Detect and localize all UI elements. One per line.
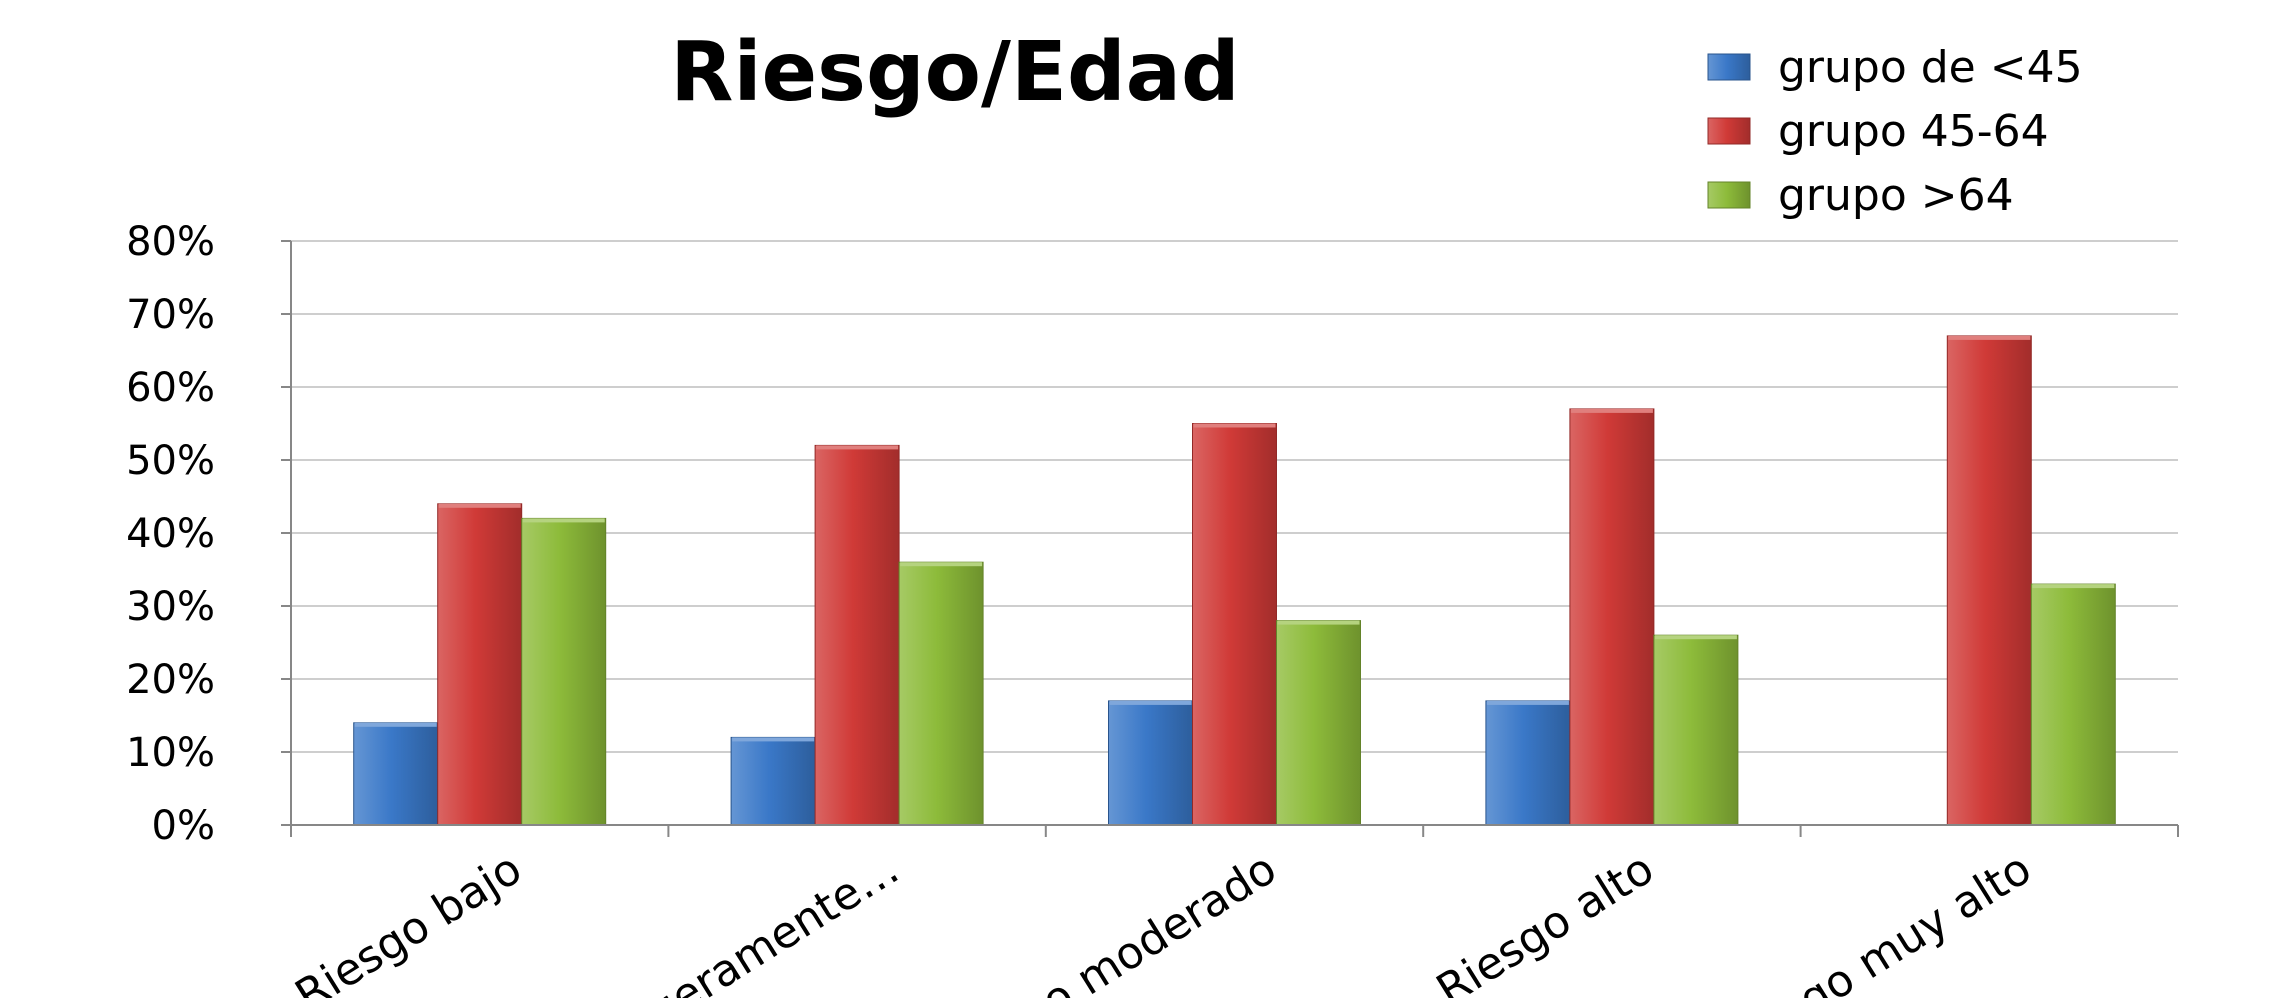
bar-highlight [522,518,605,523]
legend-label: grupo de <45 [1778,42,2083,93]
bar-series-3-category-2 [898,561,984,826]
bar-series-1-category-3 [1108,700,1193,826]
y-tick-label: 80% [126,219,215,265]
bar-series-2-category-3 [1192,423,1277,826]
bar-series-3-category-5 [2030,583,2116,826]
y-tick-label: 10% [126,730,215,776]
bar-series-1-category-4 [1485,700,1571,826]
legend-label: grupo 45-64 [1778,106,2049,157]
x-tick-label: ligeramente… [617,843,907,998]
x-tick-label: o moderado [1033,843,1285,998]
bar-highlight [1570,408,1653,413]
bars [353,335,2116,826]
y-tick-labels: 0% 10% 20% 30% 40% 50% 60% 70% 80% [126,219,215,849]
x-tick-labels: Riesgo bajo ligeramente… o moderado Riesgo … [287,843,2040,1002]
y-tick-label: 70% [126,292,215,338]
x-tick-label: Riesgo bajo [287,843,531,998]
legend-swatch [1707,117,1751,145]
bar-highlight [1486,700,1569,705]
y-tick-label: 50% [126,438,215,484]
legend-label: grupo >64 [1778,170,2014,221]
bar-highlight [1654,635,1737,640]
y-tick-label: 30% [126,584,215,630]
bar-highlight [2032,584,2115,589]
bar-series-2-category-4 [1569,408,1655,826]
bar-series-2-category-5 [1946,335,2032,826]
bar-highlight [816,445,899,450]
legend-swatch [1707,181,1751,209]
bar-highlight [900,562,983,567]
bar-highlight [1948,335,2031,340]
bar-highlight [438,503,521,508]
bar-highlight [732,737,815,742]
y-tick-label: 40% [126,511,215,557]
axes [281,240,2179,837]
chart-title: Riesgo/Edad [670,25,1239,120]
legend-swatch [1707,53,1751,81]
bar-series-1-category-1 [353,722,439,826]
bar-highlight [1109,700,1192,705]
y-tick-label: 20% [126,657,215,703]
bar-highlight [1193,423,1276,428]
bar-highlight [354,722,437,727]
bar-series-1-category-2 [730,736,816,826]
bar-series-2-category-1 [437,503,523,826]
y-tick-label: 60% [126,365,215,411]
bar-highlight [1277,620,1360,625]
x-tick-label: Riesgo alto [1428,843,1663,998]
y-tick-label: 0% [152,803,215,849]
legend: grupo de <45 grupo 45-64 grupo >64 [1707,42,2083,221]
bar-series-3-category-1 [521,517,607,826]
bar-series-3-category-4 [1653,634,1739,826]
x-tick-label: sgo muy alto [1771,843,2040,998]
bar-series-3-category-3 [1276,620,1361,826]
bar-series-2-category-2 [814,444,900,826]
